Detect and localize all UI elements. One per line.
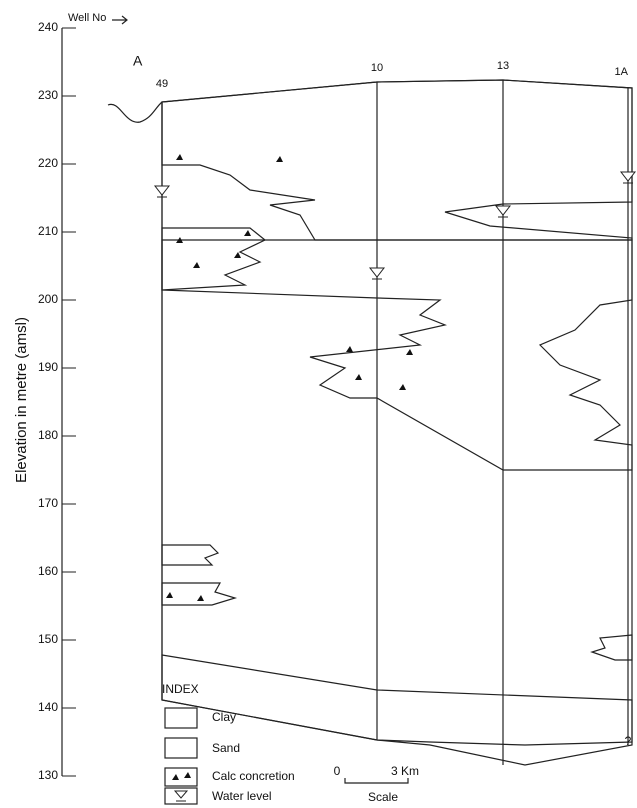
water-level-symbol	[370, 268, 384, 279]
clay-middle	[162, 240, 632, 470]
scale-label: Scale	[368, 790, 398, 804]
scale-bar	[345, 778, 408, 783]
scale-end: 3 Km	[391, 764, 419, 778]
tick-label: 200	[38, 292, 58, 306]
water-levels	[155, 172, 635, 279]
water-level-symbol	[496, 206, 510, 217]
clay-left-lens	[162, 228, 265, 290]
clay-lens-3	[592, 635, 632, 660]
tick-label: 240	[38, 20, 58, 34]
index-title: INDEX	[162, 682, 199, 696]
well-label: 10	[371, 62, 383, 74]
well-label: 49	[156, 78, 168, 90]
unknown-mark: ?	[625, 734, 632, 748]
tick-label: 140	[38, 700, 58, 714]
legend-label: Calc concretion	[212, 769, 295, 783]
tick-label: 130	[38, 768, 58, 782]
scale-start: 0	[334, 764, 341, 778]
clay-lens-2	[162, 583, 235, 605]
section-start: A	[133, 53, 143, 69]
arrow	[112, 16, 127, 24]
clay-lens-1	[162, 545, 218, 565]
legend-label: Clay	[212, 710, 236, 724]
tick-label: 160	[38, 564, 58, 578]
calc-concretions	[166, 154, 413, 601]
legend-calc	[165, 768, 197, 786]
cross-section: 49 10 13 1A 240 230 220 210 200 190 180 170 160 150 1…	[0, 0, 637, 808]
tick-label: 190	[38, 360, 58, 374]
legend-label: Water level	[212, 789, 272, 803]
well-label: 1A	[615, 66, 629, 78]
calc-concretion	[166, 154, 413, 601]
legend-water-symbol	[175, 791, 187, 801]
legend-sand	[165, 738, 197, 758]
axis-label: Elevation in metre (amsl)	[13, 317, 30, 483]
legend-clay	[165, 708, 197, 728]
wells: 49 10 13 1A	[156, 60, 629, 765]
water-level-symbol	[621, 172, 635, 183]
clay-upper	[162, 80, 632, 240]
well-header: Well No	[68, 12, 106, 24]
legend-label: Sand	[212, 741, 240, 755]
y-axis-ticks: 240 230 220 210 200 190 180 170 160 150 140 130	[38, 20, 76, 782]
tick-label: 210	[38, 224, 58, 238]
legend-calc-symbol	[172, 772, 191, 780]
water-level-symbol	[155, 186, 169, 197]
clay-lower	[162, 655, 632, 745]
tick-label: 170	[38, 496, 58, 510]
ground-left	[108, 102, 162, 122]
strata	[108, 80, 632, 765]
sand-body	[162, 80, 632, 765]
well-label: 13	[497, 60, 509, 72]
tick-label: 220	[38, 156, 58, 170]
tick-label: 150	[38, 632, 58, 646]
tick-label: 230	[38, 88, 58, 102]
tick-label: 180	[38, 428, 58, 442]
